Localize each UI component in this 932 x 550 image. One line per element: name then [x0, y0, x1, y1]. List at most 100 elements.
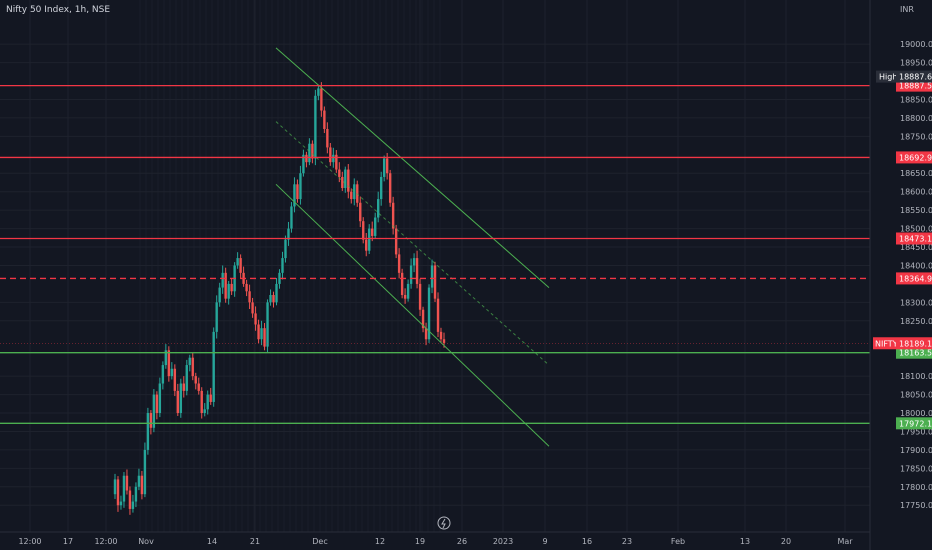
candle-body [332, 154, 335, 163]
candle-body [212, 331, 215, 402]
candle-body [368, 228, 371, 251]
x-tick-label: 20 [781, 537, 791, 546]
channel-lower-line[interactable] [275, 183, 550, 447]
high-tag-box [876, 70, 896, 83]
y-tick-label: 17800.00 [900, 483, 932, 492]
y-axis[interactable]: 19000.00 18950.00 18850.00 18800.00 18750.00… [900, 40, 932, 510]
candle-body [314, 95, 317, 159]
high-price-label: 18887.60 [899, 73, 932, 82]
x-tick-label: 19 [415, 537, 425, 546]
candle-body [167, 350, 171, 377]
candle-body [299, 173, 302, 200]
candle-body [251, 302, 254, 314]
level-price-label: 18692.90 [899, 153, 932, 162]
x-tick-label: 13 [740, 537, 750, 546]
candle-body [326, 128, 329, 148]
candle-body [128, 490, 132, 509]
candle-body [254, 313, 257, 325]
candle-body [155, 394, 159, 414]
candle-body [296, 184, 299, 200]
candle-body [227, 283, 230, 299]
x-tick-label: 16 [582, 537, 592, 546]
channel-upper-line[interactable] [275, 47, 550, 288]
candle-body [374, 217, 377, 236]
x-tick-label: Feb [671, 537, 685, 546]
level-price-box [896, 272, 932, 285]
y-tick-label: 18400.00 [900, 261, 932, 270]
candle-body [362, 221, 365, 240]
candle-body [137, 475, 141, 487]
candle-body [245, 283, 248, 292]
candle-body [206, 394, 209, 410]
candle-body [359, 202, 362, 222]
candles [113, 82, 446, 515]
level-price-label: 18473.10 [899, 235, 932, 244]
candle-body [320, 88, 323, 111]
trendlines [275, 47, 550, 447]
levels [0, 84, 870, 424]
candle-body [188, 357, 191, 366]
candle-body [263, 328, 266, 347]
candle-body [281, 258, 284, 273]
candle-body [400, 272, 404, 295]
candle-body [379, 176, 383, 200]
candle-body [382, 158, 386, 177]
candle-body [311, 143, 314, 159]
y-tick-label: 17850.00 [900, 464, 932, 473]
candle-body [436, 298, 440, 332]
x-tick-label: 12:00 [18, 537, 41, 546]
candle-body [275, 283, 278, 303]
candle-body [293, 184, 296, 207]
candle-body [409, 265, 413, 284]
candle-body [376, 199, 380, 218]
replay-button[interactable] [437, 516, 451, 530]
y-tick-label: 18950.00 [900, 59, 932, 68]
x-axis[interactable]: 12:00 17 12:00 Nov 14 21 Dec 12 19 26 2023 9 16 23 Feb… [18, 537, 853, 546]
candle-body [412, 258, 416, 266]
y-tick-label: 17950.00 [900, 427, 932, 436]
candle-body [394, 228, 398, 255]
candle-body [391, 202, 395, 229]
x-tick-label: 26 [457, 537, 467, 546]
y-tick-label: 18450.00 [900, 243, 932, 252]
grid [0, 0, 870, 532]
candle-body [125, 475, 129, 491]
candle-body [122, 475, 126, 502]
candle-body [230, 283, 233, 292]
candle-body [215, 302, 218, 332]
y-tick-label: 18300.00 [900, 298, 932, 307]
candle-body [179, 383, 182, 414]
candle-body [140, 475, 144, 495]
candle-body [371, 228, 374, 236]
y-tick-label: 18550.00 [900, 206, 932, 215]
candle-body [335, 154, 338, 170]
symbol-tag-box [873, 337, 896, 350]
candle-body [350, 191, 353, 200]
candle-body [427, 287, 431, 340]
candle-body [203, 409, 206, 414]
x-tick-label: 17 [63, 537, 73, 546]
candle-body [385, 158, 389, 174]
candle-body [197, 383, 200, 391]
candle-body [146, 413, 150, 450]
level-price-box [896, 79, 932, 92]
level-price-box [896, 346, 932, 359]
x-tick-label: Dec [312, 537, 327, 546]
candle-body [353, 184, 356, 200]
candle-body [347, 169, 350, 192]
candle-body [433, 265, 437, 299]
y-tick-label: 17900.00 [900, 446, 932, 455]
candle-body [290, 206, 293, 229]
replay-icon[interactable] [437, 516, 451, 530]
y-tick-label: 18750.00 [900, 132, 932, 141]
channel-mid-line[interactable] [275, 121, 550, 366]
last-price-label: 18189.10 [899, 339, 932, 348]
candle-body [418, 283, 422, 310]
candle-body [257, 324, 260, 340]
axis-markers: 18887.55 18692.90 18473.10 18364.90 18163.50… [873, 70, 932, 430]
lightning-icon [441, 518, 446, 529]
x-tick-label: 12:00 [94, 537, 117, 546]
